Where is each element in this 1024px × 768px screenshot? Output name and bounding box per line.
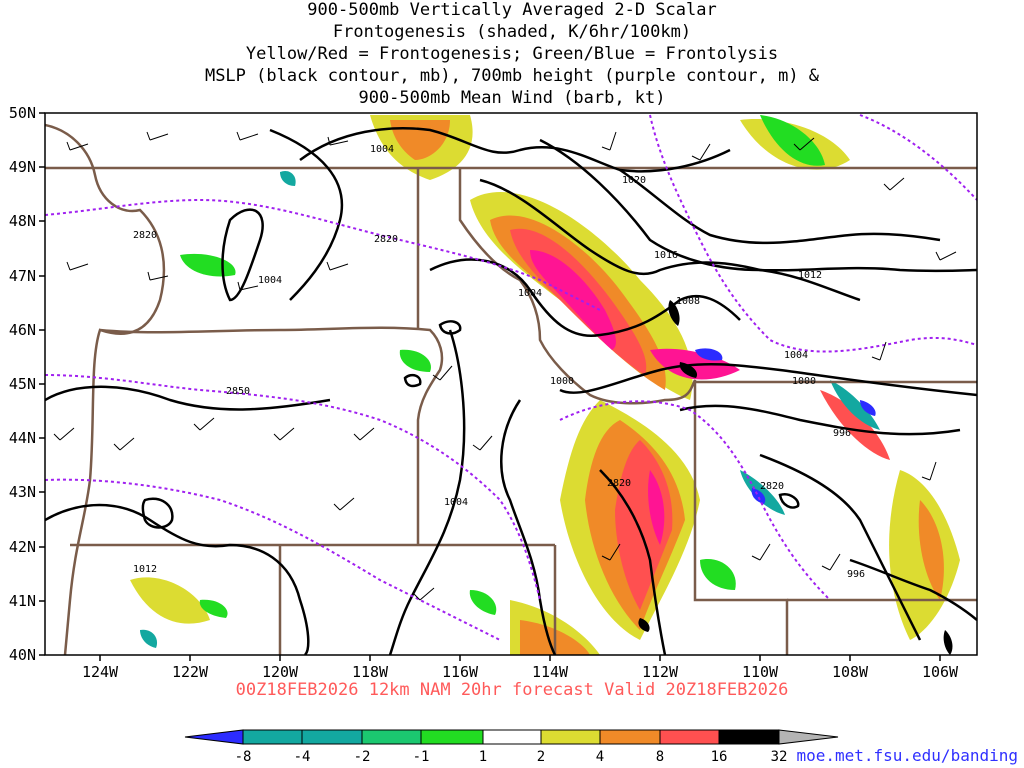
mslp-label: 1004 xyxy=(370,144,394,155)
height-label: 2820 xyxy=(760,481,784,492)
lat-label: 46N xyxy=(9,321,36,339)
colorbar-label: -8 xyxy=(235,749,252,765)
state-borders xyxy=(45,123,977,655)
contour-labels: 1004 1004 1004 1020 1016 1012 1008 1004 … xyxy=(133,144,865,580)
lon-label: 112W xyxy=(642,663,679,681)
forecast-valid-line: 00Z18FEB2026 12km NAM 20hr forecast Vali… xyxy=(235,680,789,700)
height-label: 2820 xyxy=(607,478,631,489)
lon-labels: 124W 122W 120W 118W 116W 114W 112W 110W … xyxy=(82,663,959,681)
height-label: 2820 xyxy=(374,234,398,245)
lat-label: 40N xyxy=(9,646,36,664)
lat-label: 48N xyxy=(9,212,36,230)
lat-label: 41N xyxy=(9,592,36,610)
lat-label: 50N xyxy=(9,104,36,122)
idaho-montana-border xyxy=(458,168,697,545)
mslp-label: 1004 xyxy=(518,288,542,299)
lon-label: 120W xyxy=(262,663,299,681)
colorbar-cell xyxy=(660,730,719,744)
colorbar-cell xyxy=(302,730,362,744)
mslp-label: 1020 xyxy=(622,175,646,186)
lat-label: 49N xyxy=(9,158,36,176)
mslp-label: 1008 xyxy=(676,296,700,307)
lat-labels: 50N 49N 48N 47N 46N 45N 44N 43N 42N 41N … xyxy=(9,104,36,664)
colorbar-cell xyxy=(600,730,660,744)
mslp-contours xyxy=(45,127,977,655)
frontogenesis-shading xyxy=(130,115,960,655)
lon-label: 110W xyxy=(742,663,779,681)
lat-label: 42N xyxy=(9,538,36,556)
title-line-1: 900-500mb Vertically Averaged 2-D Scalar xyxy=(307,0,717,20)
colorbar-cell xyxy=(719,730,779,744)
colorbar-cell xyxy=(483,730,541,744)
mslp-label: 996 xyxy=(833,428,851,439)
colorbar-cell xyxy=(779,730,838,744)
colorbar-label: 2 xyxy=(537,749,545,765)
colorbar-cell xyxy=(362,730,421,744)
lat-label: 47N xyxy=(9,267,36,285)
washington-oregon-border xyxy=(99,326,444,545)
colorbar-label: -4 xyxy=(294,749,311,765)
mslp-label: 1012 xyxy=(798,270,822,281)
colorbar-label: 32 xyxy=(771,749,788,765)
lat-label: 45N xyxy=(9,375,36,393)
credit-url: moe.met.fsu.edu/banding xyxy=(796,746,1018,765)
title-line-3: Yellow/Red = Frontogenesis; Green/Blue =… xyxy=(245,44,779,64)
mslp-label: 1004 xyxy=(258,275,282,286)
lon-label: 108W xyxy=(832,663,869,681)
mslp-label: 996 xyxy=(847,569,865,580)
lon-label: 122W xyxy=(172,663,209,681)
colorbar-cell xyxy=(185,730,243,744)
colorbar-label: -1 xyxy=(413,749,430,765)
lat-label: 44N xyxy=(9,429,36,447)
height-contours xyxy=(45,114,977,641)
lon-label: 114W xyxy=(532,663,569,681)
mslp-label: 1016 xyxy=(654,250,678,261)
axis-ticks xyxy=(39,112,941,661)
height-label: 2820 xyxy=(133,230,157,241)
title-line-2: Frontogenesis (shaded, K/6hr/100km) xyxy=(332,22,692,42)
colorbar: -8 -4 -2 -1 1 2 4 8 16 32 xyxy=(184,729,839,765)
colorbar-cell xyxy=(541,730,600,744)
colorbar-label: 8 xyxy=(656,749,664,765)
colorbar-label: 4 xyxy=(596,749,604,765)
pacific-coastline xyxy=(45,123,166,655)
mslp-label: 1000 xyxy=(550,376,574,387)
title-line-5: 900-500mb Mean Wind (barb, kt) xyxy=(358,88,666,108)
colorbar-cell xyxy=(421,730,483,744)
lon-label: 124W xyxy=(82,663,119,681)
mslp-label: 1012 xyxy=(133,564,157,575)
mslp-label: 1004 xyxy=(784,350,808,361)
lon-label: 116W xyxy=(442,663,479,681)
mslp-label: 1004 xyxy=(444,497,468,508)
title-line-4: MSLP (black contour, mb), 700mb height (… xyxy=(204,66,820,86)
lon-label: 106W xyxy=(922,663,959,681)
wind-barbs xyxy=(53,131,957,601)
colorbar-label: 16 xyxy=(711,749,728,765)
colorbar-label: 1 xyxy=(479,749,487,765)
colorbar-label: -2 xyxy=(354,749,371,765)
mslp-label: 1000 xyxy=(792,376,816,387)
colorbar-cell xyxy=(243,730,302,744)
utah-wyoming-border xyxy=(693,545,789,655)
lon-label: 118W xyxy=(352,663,389,681)
lat-label: 43N xyxy=(9,483,36,501)
height-label: 2850 xyxy=(226,386,250,397)
